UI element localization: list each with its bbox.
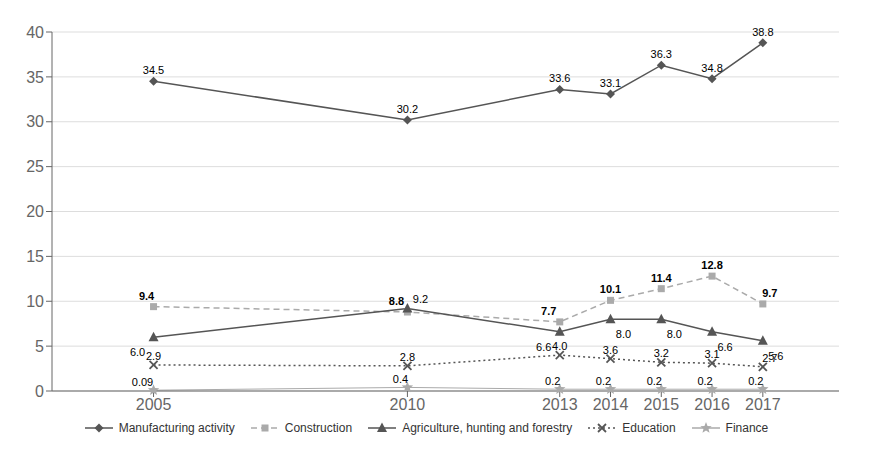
svg-text:8.0: 8.0 <box>667 328 682 340</box>
svg-text:9.7: 9.7 <box>762 287 777 299</box>
svg-text:6.6: 6.6 <box>717 340 733 353</box>
svg-text:0.2: 0.2 <box>647 375 662 387</box>
svg-text:2.9: 2.9 <box>146 350 161 362</box>
svg-text:2.8: 2.8 <box>400 351 415 363</box>
svg-text:2010: 2010 <box>390 396 426 413</box>
svg-text:2013: 2013 <box>542 396 578 413</box>
svg-text:2015: 2015 <box>643 396 679 413</box>
svg-text:40: 40 <box>26 24 44 41</box>
svg-text:6.6: 6.6 <box>536 341 551 353</box>
svg-text:10.1: 10.1 <box>600 283 621 295</box>
svg-text:0.2: 0.2 <box>748 375 763 387</box>
svg-text:7.7: 7.7 <box>541 305 556 317</box>
svg-text:0.2: 0.2 <box>697 375 712 387</box>
svg-text:5: 5 <box>35 338 44 355</box>
svg-text:12.8: 12.8 <box>701 259 722 271</box>
svg-text:15: 15 <box>26 248 44 265</box>
svg-text:2.7: 2.7 <box>762 352 777 364</box>
svg-text:34.5: 34.5 <box>143 64 164 76</box>
svg-text:34.8: 34.8 <box>701 62 722 74</box>
svg-text:0.09: 0.09 <box>132 376 153 388</box>
html-text:Construction: Construction <box>284 421 353 435</box>
svg-text:6.0: 6.0 <box>130 346 145 358</box>
svg-text:4.0: 4.0 <box>552 340 567 352</box>
svg-text:33.1: 33.1 <box>600 77 621 89</box>
svg-text:9.2: 9.2 <box>413 293 428 305</box>
svg-text:38.8: 38.8 <box>752 26 773 38</box>
svg-text:0: 0 <box>35 383 44 400</box>
svg-text:0.2: 0.2 <box>596 375 611 387</box>
svg-text:2005: 2005 <box>136 396 172 413</box>
svg-text:9.4: 9.4 <box>139 290 155 302</box>
svg-text:33.6: 33.6 <box>549 72 570 84</box>
html-text:Manufacturing activity: Manufacturing activity <box>118 421 235 435</box>
svg-text:20: 20 <box>26 203 44 220</box>
svg-text:10: 10 <box>26 293 44 310</box>
svg-text:36.3: 36.3 <box>651 48 672 60</box>
svg-text:30.2: 30.2 <box>397 103 418 115</box>
svg-text:0.4: 0.4 <box>393 373 408 385</box>
svg-text:8.8: 8.8 <box>389 295 404 307</box>
svg-text:25: 25 <box>26 158 44 175</box>
html-text:Agriculture, hunting and fores: Agriculture, hunting and forestry <box>402 421 573 435</box>
svg-text:8.0: 8.0 <box>616 328 631 340</box>
svg-text:3.2: 3.2 <box>654 347 669 359</box>
svg-text:30: 30 <box>26 113 44 130</box>
svg-text:11.4: 11.4 <box>651 272 673 284</box>
svg-text:3.6: 3.6 <box>603 344 618 356</box>
html-text:Finance: Finance <box>725 421 769 435</box>
svg-text:2017: 2017 <box>745 396 781 413</box>
svg-text:0.2: 0.2 <box>545 375 560 387</box>
svg-text:2014: 2014 <box>593 396 629 413</box>
svg-text:2016: 2016 <box>694 396 730 413</box>
html-text:Education: Education <box>622 421 676 435</box>
svg-text:35: 35 <box>26 69 44 86</box>
svg-text:3.1: 3.1 <box>704 348 719 360</box>
